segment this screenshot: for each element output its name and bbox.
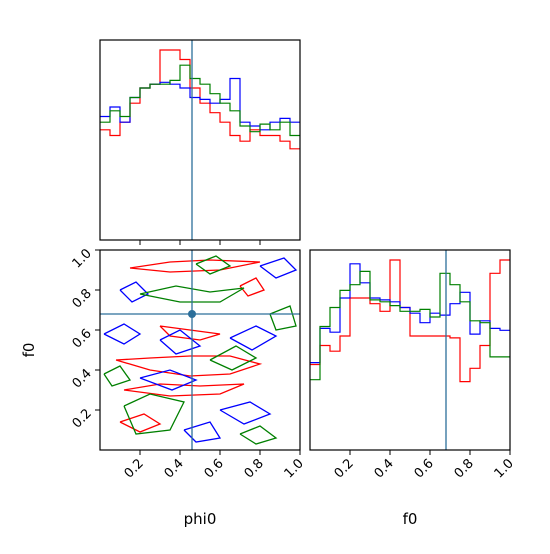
contour-frame bbox=[99, 249, 301, 451]
contour-3 bbox=[159, 325, 221, 341]
contour-14 bbox=[139, 285, 245, 303]
contour-18 bbox=[103, 365, 132, 387]
contour-8 bbox=[159, 329, 202, 355]
contour-2 bbox=[129, 259, 261, 273]
contour-12 bbox=[119, 281, 150, 303]
contour-5 bbox=[239, 277, 265, 297]
contour-15 bbox=[123, 393, 185, 435]
y-axis-label-f0: f0 bbox=[20, 343, 38, 358]
x-axis-label-f0: f0 bbox=[403, 510, 418, 528]
truth-point-2d bbox=[188, 310, 196, 318]
x-axis-label-phi0: phi0 bbox=[184, 510, 217, 528]
contour-20 bbox=[239, 425, 278, 445]
phi0-marginal-hist-series-0 bbox=[100, 49, 300, 150]
contour-16 bbox=[209, 345, 258, 371]
f0-marginal-hist-series-2 bbox=[310, 270, 510, 381]
contour-19 bbox=[195, 255, 232, 275]
f0-marginal-frame bbox=[309, 249, 511, 451]
phi0-marginal-frame bbox=[99, 39, 301, 241]
contour-1 bbox=[123, 383, 245, 397]
contour-11 bbox=[259, 257, 298, 279]
f0-marginal-hist-series-1 bbox=[310, 263, 510, 364]
contour-17 bbox=[269, 305, 297, 331]
phi0-marginal-hist-series-2 bbox=[100, 64, 300, 137]
contour-9 bbox=[219, 401, 272, 425]
contour-6 bbox=[103, 323, 142, 345]
contour-7 bbox=[139, 369, 198, 391]
contour-10 bbox=[229, 325, 278, 351]
